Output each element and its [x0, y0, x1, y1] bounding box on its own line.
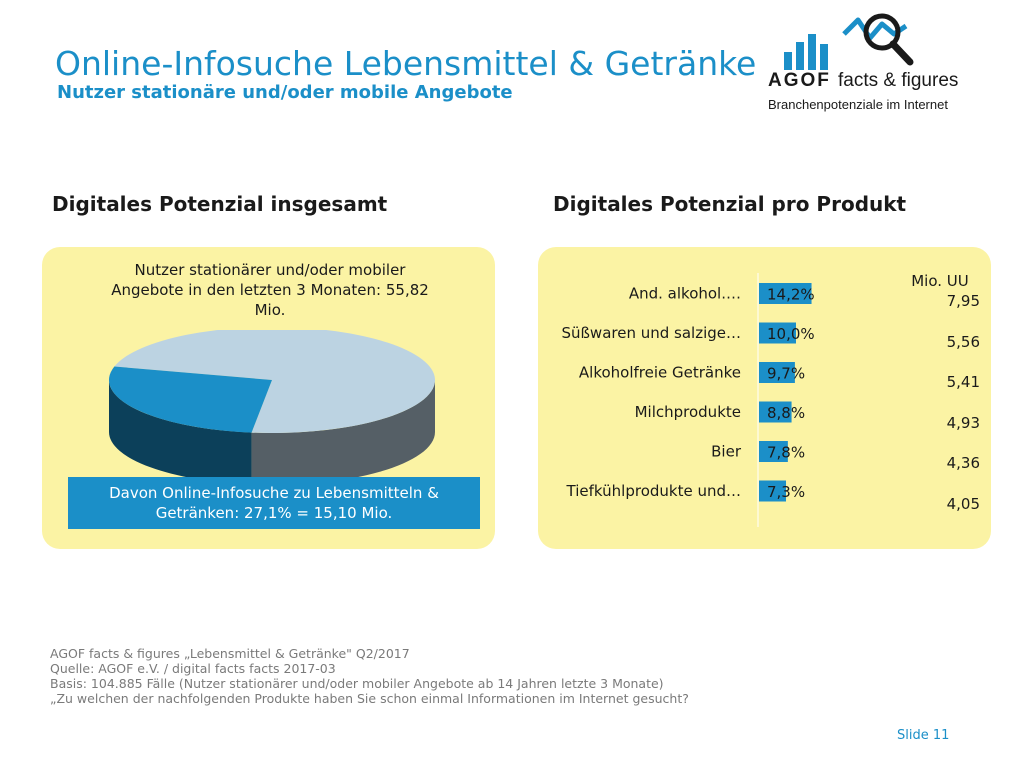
slide-number: Slide 11	[897, 728, 950, 743]
logo-brand: AGOF	[768, 70, 831, 91]
bar-value-label: 7,8%	[767, 444, 805, 462]
pie-slice-rest	[114, 330, 435, 433]
footer-line: Basis: 104.885 Fälle (Nutzer stationärer…	[50, 676, 664, 691]
bar-chart: And. alkohol.… 14,2% Süßwaren und salzige……	[561, 273, 815, 527]
footer-line: Quelle: AGOF e.V. / digital facts facts …	[50, 661, 336, 676]
bar	[759, 322, 796, 344]
logo-tagline: Branchenpotenziale im Internet	[768, 97, 948, 112]
bar	[759, 441, 788, 462]
agof-logo: AGOF facts & figures Branchenpotenziale …	[760, 12, 970, 112]
left-heading: Digitales Potenzial insgesamt	[52, 192, 388, 216]
right-heading: Digitales Potenzial pro Produkt	[553, 192, 907, 216]
mio-uu-value: 5,41	[946, 373, 980, 391]
mio-uu-value: 4,93	[946, 413, 980, 432]
logo-product: facts & figures	[838, 70, 959, 91]
pie-chart	[108, 330, 435, 485]
pie-slice-search	[108, 366, 272, 433]
mio-uu-value: 4,05	[946, 494, 980, 513]
bar	[759, 362, 795, 383]
bar-category-label: Milchprodukte	[635, 403, 741, 421]
bar	[759, 401, 792, 423]
bar-value-label: 7,3%	[767, 483, 805, 501]
bar-value-label: 14,2%	[767, 286, 815, 304]
mio-uu-value: 5,56	[946, 332, 980, 351]
pie-caption-top: Nutzer stationärer und/oder mobiler Ange…	[111, 261, 429, 319]
bar-value-label: 8,8%	[767, 404, 805, 422]
unit-label: Mio. UU	[911, 272, 969, 290]
bar-value-label: 10,0%	[767, 325, 815, 343]
bar	[759, 480, 787, 502]
bar-category-label: Alkoholfreie Getränke	[579, 364, 741, 382]
bar-value-label: 9,7%	[767, 365, 805, 383]
footer-line: „Zu welchen der nachfolgenden Produkte h…	[50, 691, 689, 706]
bar-category-label: And. alkohol.…	[629, 285, 741, 303]
footer-line: AGOF facts & figures „Lebensmittel & Get…	[50, 646, 410, 661]
chart-magnifier-icon	[784, 13, 914, 70]
page-subtitle: Nutzer stationäre und/oder mobile Angebo…	[57, 82, 513, 103]
bar	[759, 283, 812, 304]
pie-slice-side-rest	[251, 380, 435, 485]
bar-category-label: Tiefkühlprodukte und…	[566, 482, 741, 500]
bar-category-label: Bier	[711, 443, 742, 461]
mio-uu-value: 7,95	[946, 292, 980, 310]
page-title: Online-Infosuche Lebensmittel & Getränke	[55, 44, 757, 83]
pie-slice-side-search	[109, 380, 252, 485]
pie-caption-bottom: Davon Online-Infosuche zu Lebensmitteln …	[68, 477, 480, 529]
bar-category-label: Süßwaren und salzige…	[561, 324, 741, 342]
mio-uu-value: 4,36	[946, 454, 980, 472]
